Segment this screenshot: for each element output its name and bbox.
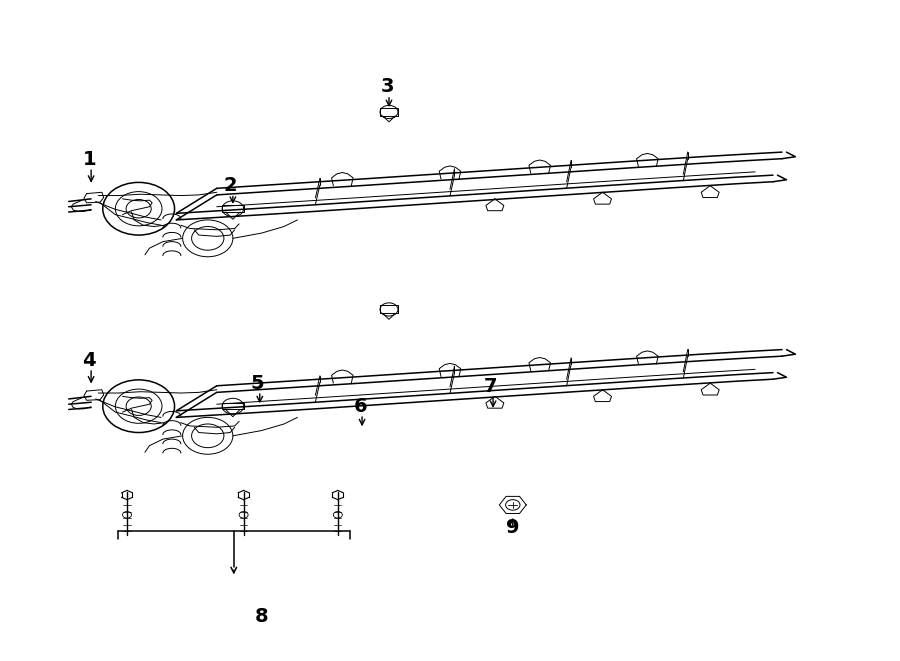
Text: 8: 8 bbox=[255, 607, 268, 627]
Text: 9: 9 bbox=[506, 518, 519, 537]
Text: 4: 4 bbox=[83, 350, 96, 369]
Text: 3: 3 bbox=[381, 77, 394, 97]
Text: 6: 6 bbox=[354, 397, 367, 416]
Text: 1: 1 bbox=[83, 150, 96, 169]
Text: 7: 7 bbox=[483, 377, 497, 396]
Text: 2: 2 bbox=[223, 176, 237, 195]
Text: 5: 5 bbox=[250, 373, 264, 393]
